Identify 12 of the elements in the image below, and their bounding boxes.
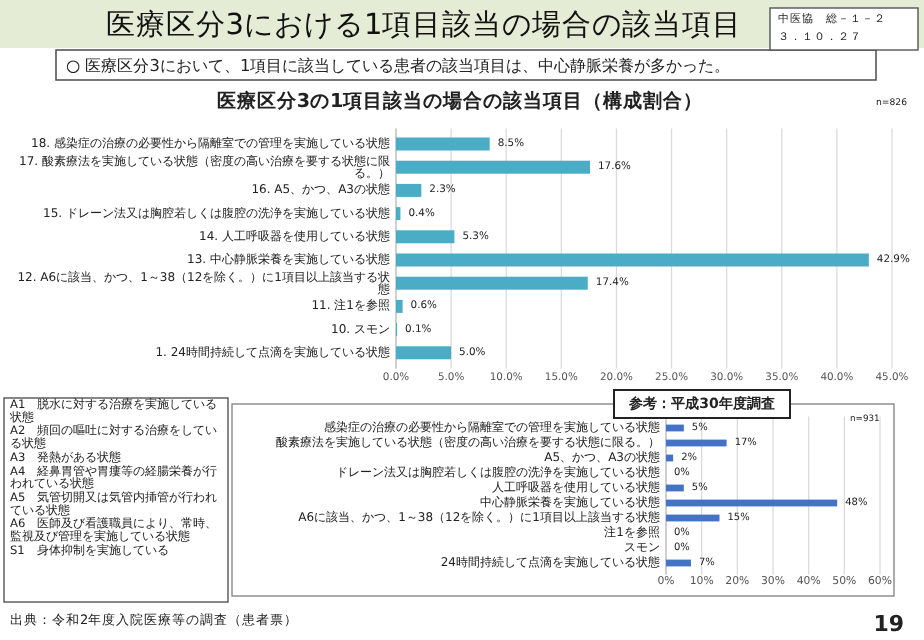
bar: [396, 253, 869, 267]
bar: [396, 276, 588, 290]
bar: [396, 137, 490, 151]
chart-title: 医療区分3における1項目該当の場合の該当項目: [105, 8, 743, 42]
bar: [396, 299, 403, 313]
bar: [396, 346, 452, 360]
bar: [396, 230, 455, 244]
text: 医療区分3の1項目該当の場合の該当項目（構成割合）: [216, 89, 704, 113]
chart-subtitle: ○ 医療区分3において、1項目に該当している患者の該当項目は、中心静脈栄養が多かった。: [66, 55, 731, 75]
bar: [396, 160, 590, 174]
text: 19: [873, 611, 904, 637]
bar: [396, 183, 422, 197]
